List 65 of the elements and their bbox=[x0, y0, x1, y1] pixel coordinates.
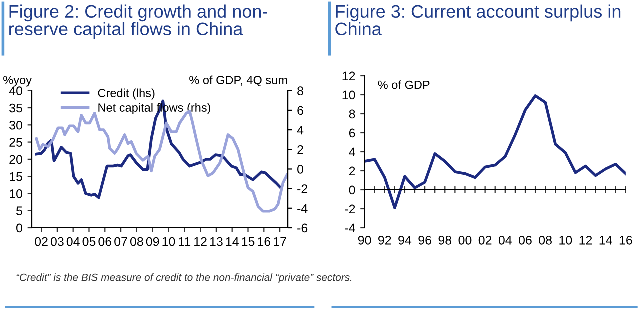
y-tick-label: -4 bbox=[345, 224, 356, 233]
y-tick-label: 10 bbox=[10, 190, 22, 198]
y-tick-label: 35 bbox=[10, 104, 22, 113]
y2-tick-label: -2 bbox=[298, 184, 308, 194]
x-tick-label: 16 bbox=[258, 237, 271, 246]
x-tick-label: 94 bbox=[398, 236, 412, 245]
x-tick-label: 11 bbox=[179, 237, 191, 246]
x-tick-label: 06 bbox=[519, 236, 532, 245]
y-tick-label: 25 bbox=[10, 138, 22, 147]
x-tick-label: 04 bbox=[498, 236, 512, 245]
line-series bbox=[364, 94, 626, 210]
y-tick-label: 8 bbox=[349, 110, 356, 119]
y-tick-label: 2 bbox=[349, 166, 356, 176]
x-tick-label: 16 bbox=[620, 236, 632, 245]
y2-tick-label: -6 bbox=[298, 224, 308, 233]
y-axis-title: %yoy bbox=[4, 76, 32, 87]
x-tick-label: 13 bbox=[210, 237, 223, 246]
y2-tick-label: 4 bbox=[297, 126, 304, 135]
x-tick-label: 12 bbox=[580, 236, 592, 245]
x-tick-label: 98 bbox=[438, 236, 452, 245]
y-tick-label: 10 bbox=[342, 90, 356, 100]
y-tick-label: 30 bbox=[10, 120, 22, 130]
x-tick-label: 96 bbox=[418, 236, 432, 245]
x-tick-label: 10 bbox=[162, 237, 176, 246]
x-tick-label: 02 bbox=[478, 236, 492, 245]
x-tick-label: 00 bbox=[458, 236, 472, 245]
y-tick-label: 5 bbox=[16, 206, 22, 216]
x-tick-label: 14 bbox=[226, 237, 239, 246]
x-tick-label: 08 bbox=[130, 237, 144, 246]
y2-tick-label: -4 bbox=[298, 204, 308, 213]
y-tick-label: 12 bbox=[342, 72, 356, 81]
y-tick-label: 40 bbox=[9, 86, 22, 96]
y-tick-label: 0 bbox=[16, 224, 22, 233]
y-tick-label: 6 bbox=[349, 128, 356, 138]
y-tick-label: -2 bbox=[345, 204, 356, 214]
line-series bbox=[35, 100, 283, 200]
x-tick-label: 15 bbox=[242, 237, 255, 246]
x-tick-label: 10 bbox=[560, 236, 572, 245]
x-tick-label: 05 bbox=[82, 237, 96, 246]
y2-tick-label: 8 bbox=[298, 86, 304, 96]
y-tick-label: 4 bbox=[349, 148, 356, 157]
x-tick-label: 92 bbox=[378, 236, 392, 245]
x-tick-label: 07 bbox=[114, 237, 128, 246]
y-tick-label: 0 bbox=[349, 186, 356, 195]
x-tick-label: 03 bbox=[50, 237, 64, 246]
y-tick-label: 15 bbox=[10, 172, 22, 182]
x-tick-label: 14 bbox=[600, 236, 612, 245]
y2-tick-label: 6 bbox=[298, 106, 304, 116]
y2-axis-title: % of GDP, 4Q sum bbox=[190, 76, 288, 87]
y2-tick-label: 0 bbox=[298, 165, 304, 174]
x-tick-label: 04 bbox=[66, 237, 80, 246]
x-tick-label: 17 bbox=[274, 237, 286, 246]
x-tick-label: 02 bbox=[35, 237, 48, 246]
chart-title: Figure 2: Credit growth and non- reserve capital flows in China bbox=[10, 4, 268, 40]
text: “Credit” is the BIS measure of credit to the non-financial “private” sectors. bbox=[16, 274, 352, 284]
x-tick-label: 08 bbox=[539, 236, 552, 245]
legend-label: Credit (lhs) bbox=[98, 88, 155, 100]
x-tick-label: 09 bbox=[146, 237, 160, 246]
x-tick-label: 12 bbox=[194, 237, 207, 246]
y2-tick-label: 2 bbox=[298, 145, 304, 154]
y-tick-label: 20 bbox=[10, 155, 22, 164]
x-tick-label: 90 bbox=[358, 236, 372, 245]
chart-title: Figure 3: Current account surplus in China bbox=[336, 4, 621, 36]
x-tick-label: 06 bbox=[98, 237, 112, 246]
y-axis-title: % of GDP bbox=[378, 80, 430, 90]
